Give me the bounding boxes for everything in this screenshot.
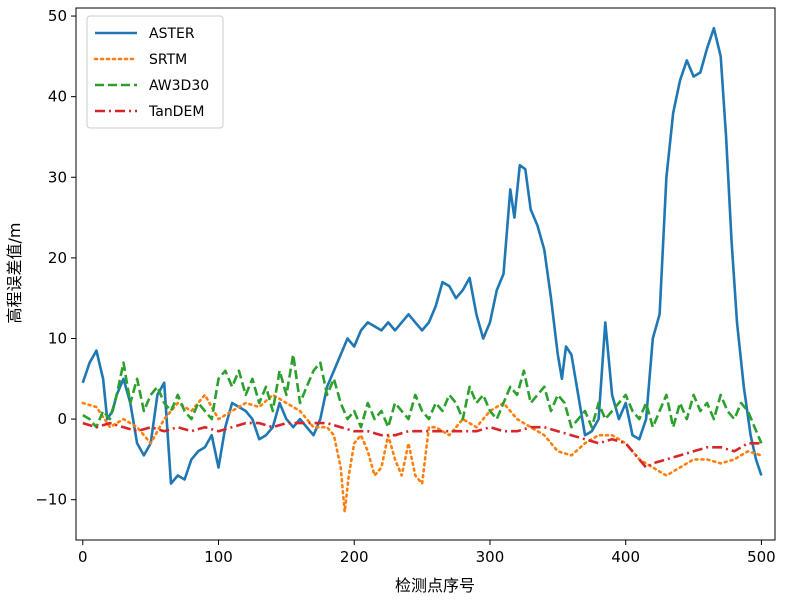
y-tick-label: 10 bbox=[48, 329, 67, 347]
plot-area bbox=[81, 26, 763, 514]
x-tick-label: 200 bbox=[340, 548, 369, 566]
y-tick-label: 40 bbox=[48, 88, 67, 106]
y-tick-label: 20 bbox=[48, 249, 67, 267]
y-tick-label: 0 bbox=[57, 410, 67, 428]
x-tick-label: 0 bbox=[78, 548, 88, 566]
series-line-aster bbox=[81, 26, 763, 485]
x-axis-label: 检测点序号 bbox=[395, 576, 475, 595]
y-tick-label: −10 bbox=[35, 491, 67, 509]
x-tick-label: 300 bbox=[476, 548, 505, 566]
plot-frame bbox=[75, 7, 776, 541]
axes: 0 100 200 300 400 500 −10 0 10 20 30 40 50 bbox=[35, 7, 775, 566]
legend-label-srtm: SRTM bbox=[149, 52, 187, 68]
y-tick-label: 30 bbox=[48, 168, 67, 186]
legend-label-aw3d30: AW3D30 bbox=[149, 78, 209, 94]
legend: ASTER SRTM AW3D30 TanDEM bbox=[86, 15, 224, 129]
series-line-srtm bbox=[81, 393, 763, 514]
x-tick-label: 100 bbox=[204, 548, 233, 566]
series-line-aw3d30 bbox=[82, 353, 763, 444]
x-tick-label: 400 bbox=[611, 548, 640, 566]
x-tick-label: 500 bbox=[747, 548, 776, 566]
legend-box bbox=[86, 15, 224, 129]
legend-label-aster: ASTER bbox=[149, 26, 195, 42]
series-line-tandem bbox=[82, 421, 762, 469]
y-tick-label: 50 bbox=[48, 7, 67, 25]
y-axis-label: 高程误差值/m bbox=[5, 223, 24, 324]
legend-label-tandem: TanDEM bbox=[148, 104, 204, 120]
